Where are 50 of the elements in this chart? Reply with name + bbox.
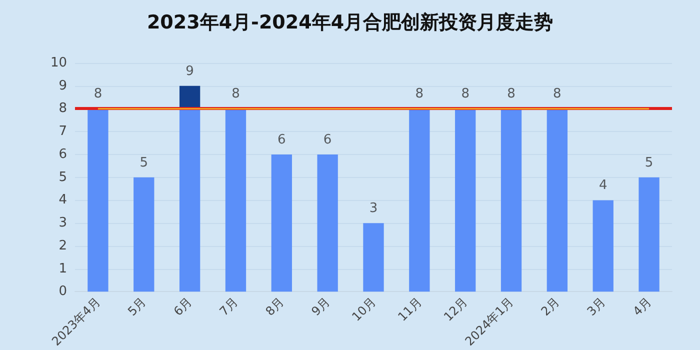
x-tick-label: 9月 <box>308 294 333 318</box>
x-tick-label: 8月 <box>262 294 287 318</box>
y-tick-label: 8 <box>58 101 67 116</box>
total-label: 8 <box>553 86 562 102</box>
total-label: 5 <box>140 155 148 170</box>
total-label: 8 <box>94 86 102 102</box>
x-tick-label: 12月 <box>441 294 470 324</box>
y-tick-label: 4 <box>58 192 67 208</box>
total-label: 6 <box>278 132 286 148</box>
y-tick-label: 0 <box>58 284 67 300</box>
bar <box>409 108 430 292</box>
total-label: 5 <box>644 155 654 170</box>
total-label: 8 <box>415 86 424 102</box>
x-tick-label: 6月 <box>170 294 195 318</box>
total-label: 8 <box>507 86 516 102</box>
y-tick-label: 6 <box>58 146 67 162</box>
bar <box>638 177 660 292</box>
bar <box>88 108 108 292</box>
y-tick-label: 9 <box>58 78 67 94</box>
x-tick-label: 7月 <box>216 294 241 318</box>
bar <box>455 108 476 292</box>
total-label: 8 <box>232 86 240 102</box>
total-label: 3 <box>369 201 378 216</box>
bar <box>317 154 338 292</box>
bar <box>271 154 292 292</box>
y-tick-label: 3 <box>58 216 67 231</box>
bar <box>179 108 200 292</box>
x-tick-label: 5月 <box>125 294 149 318</box>
bar <box>546 108 568 292</box>
x-tick-label: 4月 <box>630 294 654 318</box>
x-tick-label: 3月 <box>584 294 608 318</box>
bar <box>592 200 614 292</box>
y-tick-label: 2 <box>58 238 67 254</box>
total-label: 8 <box>461 86 470 102</box>
total-label: 6 <box>323 132 332 148</box>
y-tick-label: 10 <box>50 56 67 70</box>
bar <box>134 177 154 292</box>
total-label: 4 <box>598 178 608 194</box>
x-tick-label: 10月 <box>349 294 378 324</box>
bar <box>363 223 384 292</box>
chart-title: 2023年4月-2024年4月合肥创新投资月度走势 <box>146 12 554 34</box>
x-tick-label: 2月 <box>538 294 562 318</box>
bar <box>179 86 200 109</box>
y-tick-label: 1 <box>58 261 67 276</box>
total-label: 9 <box>186 64 194 79</box>
bar <box>225 108 246 292</box>
y-tick-label: 7 <box>58 124 67 140</box>
x-tick-label: 11月 <box>395 294 424 324</box>
y-tick-label: 5 <box>58 170 67 185</box>
bar <box>500 108 522 292</box>
